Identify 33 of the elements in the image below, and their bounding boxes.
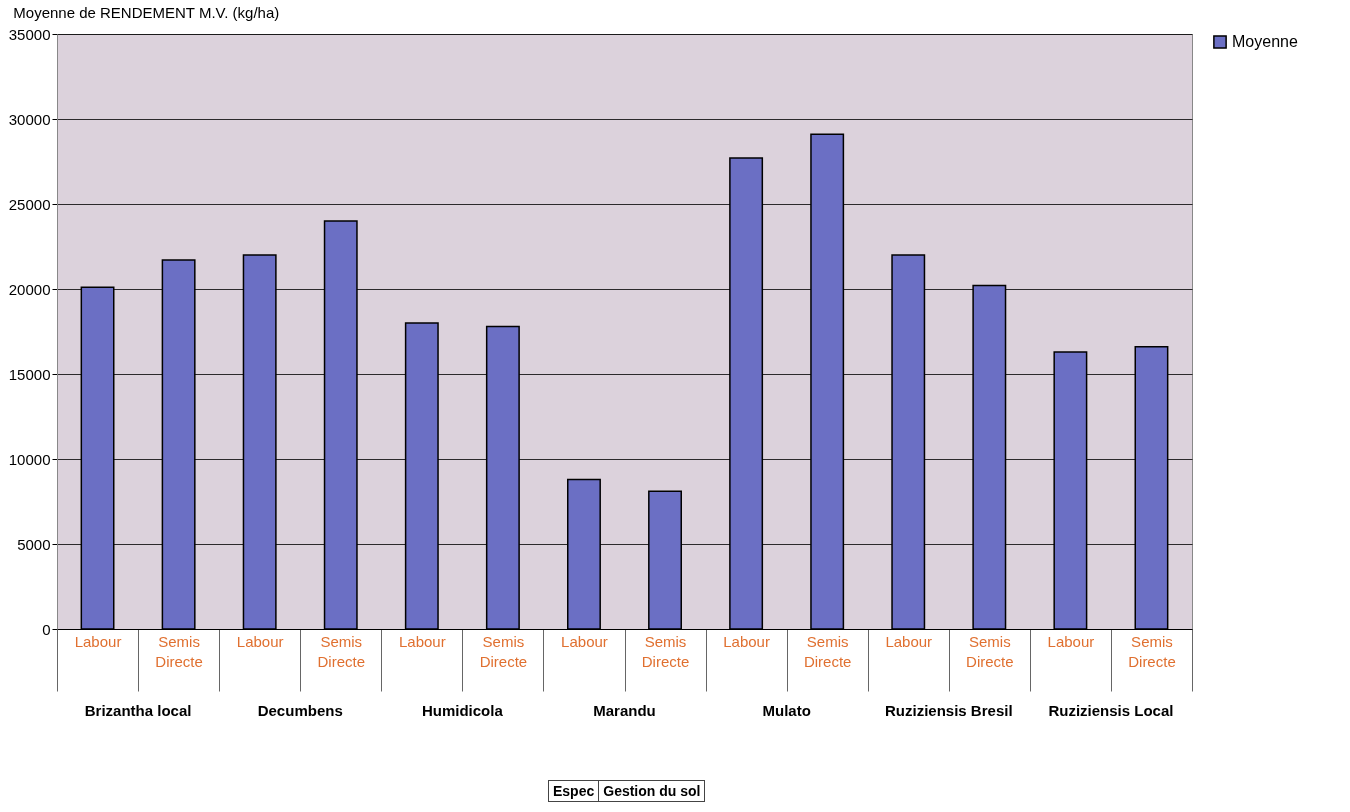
- text: Decumbens: [257, 702, 343, 719]
- x-tick-label: Semis Directe: [317, 632, 366, 670]
- y-tick-label: 20000: [8, 280, 51, 298]
- x-tick-label: Labour: [74, 632, 122, 650]
- x-tick-label: Labour: [398, 632, 446, 650]
- y-tick-label: 35000: [8, 25, 51, 43]
- x-tick-label: Semis Directe: [155, 632, 203, 670]
- text: Ruziziensis Bresil: [885, 702, 1013, 719]
- y-tick-label: 5000: [17, 535, 51, 553]
- text: Gestion du sol: [602, 782, 702, 801]
- x-tick-label: Labour: [885, 632, 933, 650]
- x-tick-label: Semis Directe: [479, 632, 528, 670]
- text: Humidicola: [421, 702, 504, 719]
- x-tick-label: Semis Directe: [1128, 632, 1176, 670]
- chart-title: Moyenne de RENDEMENT M.V. (kg/ha): [13, 4, 280, 21]
- x-tick-label: Labour: [723, 632, 770, 650]
- y-tick-label: 30000: [8, 110, 51, 128]
- x-tick-label: Labour: [1047, 632, 1095, 650]
- y-tick-label: 0: [42, 620, 51, 638]
- legend-label: Moyenne: [1232, 33, 1298, 50]
- text: Mulato: [762, 702, 811, 719]
- y-tick-label: 25000: [8, 195, 51, 213]
- x-tick-label: Labour: [561, 632, 608, 650]
- text: Brizantha local: [84, 702, 192, 719]
- x-tick-label: Labour: [236, 632, 284, 650]
- x-tick-label: Semis Directe: [803, 632, 852, 670]
- text: Espec: [549, 781, 600, 801]
- x-tick-label: Semis Directe: [641, 632, 690, 670]
- y-tick-label: 10000: [8, 450, 51, 468]
- text: Marandu: [593, 702, 656, 719]
- x-tick-label: Semis Directe: [966, 632, 1014, 670]
- y-tick-label: 15000: [8, 365, 51, 383]
- text: Ruziziensis Local: [1048, 702, 1174, 719]
